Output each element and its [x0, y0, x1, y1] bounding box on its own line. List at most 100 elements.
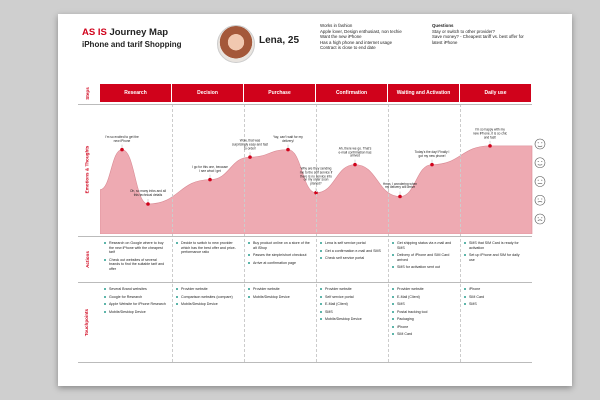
action-item: Get shipping status via e-mail and SMS [392, 241, 454, 250]
emotion-dot [286, 147, 290, 152]
face-eye [537, 198, 539, 200]
thought-text: Hmm, I wondering when my delivery will a… [382, 181, 418, 190]
thought-text: Ah, there we go. That's e-mail confirmat… [338, 145, 372, 158]
persona-fact: Apple lover, Design enthusiast, non tech… [320, 28, 402, 34]
row-label: Touchpoints [78, 282, 96, 362]
row-divider [78, 236, 532, 237]
face-outline [534, 176, 546, 187]
row-label-text: Steps [84, 86, 90, 100]
face-outline [534, 194, 546, 206]
stage-bar: Research Decision Purchase Confirmation Wait… [100, 84, 532, 102]
touchpoints-cell: Provider website Comparison websites (com… [176, 287, 238, 310]
stage-header: Waiting and Activation [388, 84, 460, 102]
face-mouth [537, 219, 543, 222]
face-mouth [537, 145, 543, 148]
touchpoint-item: SIM Card [464, 295, 526, 300]
touchpoint-item: Mobile/Desktop Device [104, 310, 166, 315]
thought-text: I go for this one, because I see what I … [192, 164, 228, 173]
emotion-dot [398, 194, 402, 199]
touchpoint-item: Apple Website for iPhone Research [104, 302, 166, 307]
touchpoint-item: E-Mail (Client) [392, 295, 454, 300]
touchpoint-item: Packaging [392, 317, 454, 322]
thought-text: I'm so happy with my new iPhone, it is s… [472, 127, 508, 139]
row-label: Steps [78, 84, 96, 102]
row-divider [78, 362, 532, 363]
column-divider [388, 104, 389, 362]
persona-fact: Works in fashion [320, 23, 353, 28]
actions-cell: SMS that SIM Card is ready for activatio… [464, 241, 526, 265]
persona-photo [217, 25, 255, 63]
face-eye [537, 179, 539, 181]
face-mouth [537, 201, 543, 203]
actions-cell: Research on Google where to buy the new … [104, 241, 166, 274]
row-label-text: Actions [84, 250, 90, 268]
touchpoint-item: Provider website [176, 287, 238, 292]
row-label-text: Touchpoints [84, 308, 90, 336]
touchpoints-cell: Provider website Mobile/Desktop Device [248, 287, 310, 302]
questions-title: Questions [432, 23, 454, 28]
action-item: Delivery of iPhone and SIM Card arrived [392, 253, 454, 262]
emotion-dot [248, 155, 252, 159]
stage-header: Decision [172, 84, 244, 102]
action-item: Arrive at confirmation page [248, 261, 310, 266]
emotion-dot [488, 144, 492, 148]
face-eye [541, 160, 543, 162]
persona-fact: Has a high phone and internet usage [320, 39, 393, 45]
emotion-dot [146, 202, 150, 206]
title-prefix: AS IS [82, 27, 107, 38]
touchpoint-item: Mobile/Desktop Device [176, 302, 238, 307]
title: AS IS Journey Map [82, 27, 168, 38]
actions-cell: Get shipping status via e-mail and SMS De… [392, 241, 454, 273]
row-divider [78, 282, 532, 283]
emotion-face [534, 194, 546, 206]
actions-cell: Buy product online on a store of the alt… [248, 241, 310, 268]
action-item: Passes the simple/short checkout [248, 253, 310, 258]
touchpoints-cell: iPhone SIM Card SMS [464, 287, 526, 310]
action-item: Lena is self service portal [320, 241, 382, 246]
action-item: Decide to switch to new provider which h… [176, 241, 238, 255]
question: Stay or switch to other provider? [432, 28, 495, 34]
stage-header: Research [100, 84, 172, 102]
action-item: Research on Google where to buy the new … [104, 241, 166, 255]
face-eye [541, 179, 543, 181]
emotion-dot [120, 147, 124, 152]
title-text: Journey Map [109, 27, 169, 38]
thought-text: Wow, that was surprisingly easy and fast… [232, 138, 268, 151]
face-outline [534, 157, 546, 169]
persona-facts: Works in fashion Apple lover, Design enth… [320, 23, 425, 51]
face-eye [537, 160, 539, 162]
touchpoint-item: Several Brand websites [104, 287, 166, 292]
touchpoint-item: Self service portal [320, 295, 382, 300]
thought-text: Oh, so many infos and all this technical… [130, 189, 166, 198]
touchpoints-cell: Several Brand websites Google for Researc… [104, 287, 166, 317]
questions: Questions Stay or switch to other provide… [432, 23, 532, 45]
touchpoint-item: Postal tracking tool [392, 310, 454, 315]
thought-text: I'm so excited to get the new iPhone [105, 134, 139, 143]
column-divider [172, 104, 173, 362]
touchpoints-cell: Provider website E-Mail (Client) SMS Postal… [392, 287, 454, 340]
face-eye [541, 217, 543, 219]
touchpoint-item: iPhone [464, 287, 526, 292]
face-mouth [537, 164, 543, 166]
touchpoint-item: E-Mail (Client) [320, 302, 382, 307]
emotion-dot [430, 162, 434, 167]
action-item: Set up iPhone and SIM for daily use [464, 253, 526, 262]
thought-text: Today's the day! Finally I got my new ph… [414, 149, 450, 158]
touchpoint-item: SMS [464, 302, 526, 307]
question: Save money? - Cheapest tariff vs. best o… [432, 34, 524, 45]
persona-name: Lena, 25 [259, 35, 300, 46]
touchpoint-item: Provider website [392, 287, 454, 292]
column-divider [316, 104, 317, 362]
action-item: SMS for activation sent out [392, 265, 454, 270]
thought-text: Yay, can't wait for my delivery! [273, 134, 303, 143]
touchpoint-item: SMS [392, 302, 454, 307]
emotion-face [534, 176, 546, 187]
touchpoint-item: Google for Research [104, 295, 166, 300]
action-item: Buy product online on a store of the alt… [248, 241, 310, 250]
row-divider [78, 104, 532, 105]
subtitle: iPhone and tarif Shopping [82, 40, 182, 49]
touchpoint-item: Mobile/Desktop Device [248, 295, 310, 300]
emotion-dot [353, 162, 357, 167]
face-eye [541, 142, 543, 144]
